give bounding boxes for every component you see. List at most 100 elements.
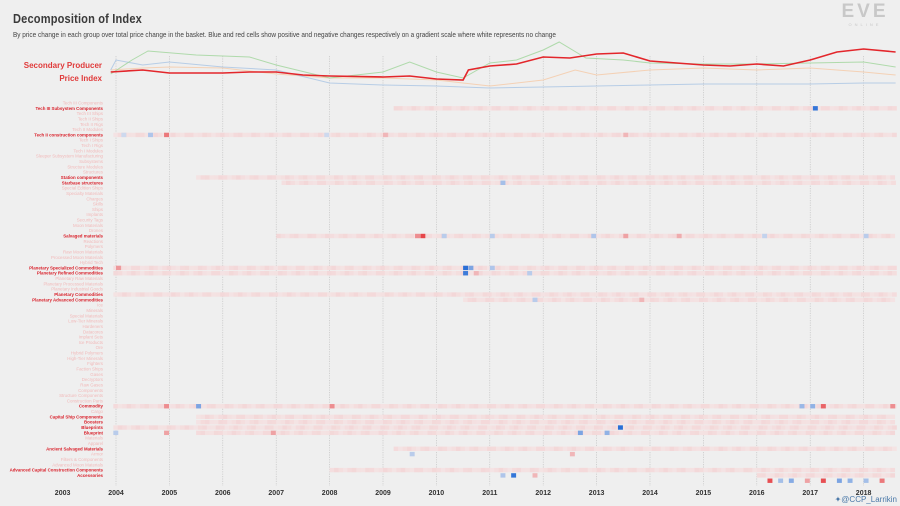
heatmap-cell [318, 404, 323, 409]
heatmap-cell [598, 446, 604, 451]
heatmap-cell [222, 430, 228, 436]
heatmap-cell [801, 414, 807, 420]
heatmap-cell [810, 420, 815, 425]
heatmap-cell [771, 265, 777, 271]
heatmap-cell [520, 467, 526, 473]
heatmap-cell [660, 425, 666, 430]
heatmap-cell [669, 446, 675, 451]
heatmap-cell [463, 180, 469, 185]
heatmap-cell [847, 106, 853, 111]
heatmap-cell [427, 414, 433, 420]
heatmap-cell [740, 106, 746, 111]
year-label-2012: 2012 [535, 490, 551, 497]
heatmap-cell [876, 430, 882, 436]
heatmap-cell [122, 425, 127, 430]
heatmap-cell [166, 404, 172, 409]
heatmap-cell [690, 467, 695, 473]
heatmap-cell [487, 132, 492, 138]
heatmap-cell [423, 467, 428, 473]
heatmap-cell [513, 404, 519, 409]
heatmap-cell [393, 132, 399, 138]
heatmap-cell [180, 132, 185, 138]
heatmap-cell [651, 132, 657, 138]
heatmap-cell [414, 420, 419, 425]
heatmap-cell [531, 404, 537, 409]
heatmap-cell [378, 175, 384, 180]
heatmap-cell [342, 414, 348, 420]
heatmap-cell [716, 420, 722, 425]
heatmap-cell [589, 446, 595, 451]
heatmap-cell [473, 132, 479, 138]
heatmap-cell [494, 420, 499, 425]
heatmap-cell [352, 180, 358, 185]
heatmap-cell [432, 180, 438, 185]
heatmap-cell [669, 106, 675, 111]
heatmap-cell [347, 430, 353, 436]
heatmap-cell [442, 292, 448, 297]
heatmap-cell [739, 180, 745, 185]
heatmap-cell [558, 404, 564, 409]
heatmap-cell [747, 297, 753, 303]
heatmap-cell [489, 414, 495, 420]
heatmap-cell [770, 420, 775, 425]
heatmap-cell [552, 430, 557, 436]
heatmap-cell [618, 430, 624, 436]
heatmap-cell [490, 180, 496, 185]
heatmap-cell [642, 132, 648, 138]
heatmap-cell [527, 292, 532, 297]
heatmap-cell [754, 446, 759, 451]
heatmap-cell [651, 425, 657, 430]
heatmap-cell [334, 180, 340, 185]
heatmap-cell [344, 271, 350, 276]
heatmap-cell [442, 106, 448, 111]
heatmap-cell [633, 292, 639, 297]
heatmap-cell [705, 292, 710, 297]
author-credit[interactable]: ✦@CCP_Larrikin [835, 495, 897, 505]
heatmap-cell [311, 420, 317, 425]
heatmap-cell [289, 414, 295, 420]
heatmap-cell [351, 430, 357, 436]
heatmap-cell [262, 430, 268, 436]
heatmap-cell [687, 425, 693, 430]
heatmap-cell [211, 292, 216, 297]
heatmap-cell [696, 271, 702, 276]
heatmap-cell [205, 420, 210, 425]
heatmap-cell [584, 180, 589, 185]
heatmap-cell [418, 430, 424, 436]
heatmap-cell [725, 430, 731, 436]
heatmap-cell [329, 420, 335, 425]
heatmap-cell [834, 404, 839, 409]
heatmap-cell [302, 175, 308, 180]
heatmap-cell [320, 430, 326, 436]
row-label: Planetary Processed Materials [43, 281, 103, 286]
heatmap-cell [308, 180, 313, 185]
heatmap-cell [503, 420, 508, 425]
heatmap-cell [803, 132, 808, 138]
heatmap-cell [641, 180, 647, 185]
heatmap-cell [549, 132, 555, 138]
heatmap-cell [725, 233, 731, 239]
heatmap-cell [311, 414, 317, 420]
heatmap-cell [756, 473, 762, 478]
heatmap-cell [349, 265, 354, 271]
heatmap-cell [463, 175, 468, 180]
heatmap-cell [672, 297, 677, 303]
heatmap-cell [682, 425, 688, 430]
heatmap-cell [845, 430, 851, 436]
heatmap-cell [696, 425, 702, 430]
heatmap-cell [801, 175, 807, 180]
heatmap-cell [583, 467, 588, 473]
heatmap-cell [175, 292, 181, 297]
heatmap-cell [881, 297, 887, 303]
heatmap-cell [736, 404, 742, 409]
heatmap-cell [507, 467, 513, 473]
heatmap-cell [736, 292, 742, 297]
heatmap-cell [736, 271, 742, 276]
heatmap-cell [525, 297, 531, 303]
heatmap-cell [676, 414, 682, 420]
heatmap-cell [476, 414, 482, 420]
heatmap-cell [402, 404, 408, 409]
heatmap-cell [712, 175, 718, 180]
heatmap-cell [361, 180, 367, 185]
heatmap-cell [847, 425, 853, 430]
